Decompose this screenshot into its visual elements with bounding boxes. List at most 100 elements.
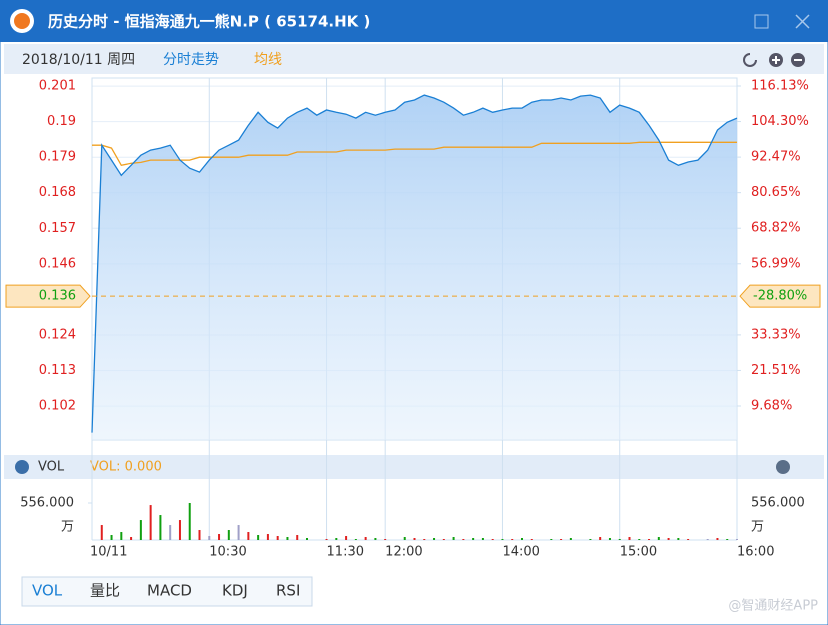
x-tick-label: 11:30 — [327, 545, 364, 560]
volume-bar — [139, 520, 142, 540]
app-icon-core — [14, 13, 30, 29]
price-area — [92, 95, 737, 440]
volume-bar — [618, 539, 621, 540]
volume-bar — [569, 538, 572, 540]
price-line — [91, 94, 738, 433]
title-bar — [0, 0, 828, 42]
volume-bar — [345, 536, 348, 540]
tab-kdj[interactable]: KDJ — [222, 582, 248, 600]
volume-bar — [178, 520, 181, 540]
y-tick-label: 0.157 — [39, 221, 76, 236]
volume-bar — [149, 505, 152, 540]
volume-tick-label: 556.000 — [20, 496, 74, 511]
y2-tick-label: 9.68% — [751, 399, 792, 414]
tab-average[interactable]: 均线 — [254, 52, 282, 68]
volume-bar — [276, 536, 279, 540]
date: 2018/10/11 周四 — [22, 52, 135, 68]
window-title: 历史分时 - 恒指海通九一熊N.P ( 65174.HK ) — [48, 13, 370, 31]
y-tick-label: 0.146 — [39, 256, 76, 271]
volume-tick-label-right: 556.000 — [751, 496, 805, 511]
volume-bar — [521, 538, 523, 540]
volume-header — [4, 455, 824, 479]
volume-bar — [530, 539, 533, 540]
volume-bar — [462, 539, 465, 540]
toolbar — [4, 44, 824, 74]
volume-bar — [130, 537, 133, 540]
change-label: -28.80% — [753, 289, 807, 304]
maximize-button[interactable] — [754, 14, 769, 29]
volume-bar — [169, 525, 172, 540]
volume-bar — [491, 539, 494, 540]
y-tick-label: 0.179 — [39, 150, 76, 165]
y-tick-label: 0.124 — [39, 327, 76, 342]
volume-bar — [677, 538, 680, 540]
volume-bar — [736, 539, 738, 540]
volume-bar — [266, 534, 269, 540]
volume-bar — [403, 537, 406, 540]
y2-tick-label: 116.13% — [751, 78, 809, 93]
volume-bar — [100, 525, 103, 540]
volume-bar — [550, 539, 553, 540]
volume-bar — [325, 539, 328, 540]
volume-bar — [687, 539, 690, 540]
volume-bar — [110, 535, 113, 540]
x-tick-label: 12:00 — [385, 545, 422, 560]
volume-bar — [423, 539, 426, 540]
y-tick-label: 0.19 — [47, 114, 76, 129]
volume-bar — [218, 534, 221, 540]
volume-bar — [716, 538, 719, 540]
y2-tick-label: 21.51% — [751, 363, 801, 378]
watermark: @智通财经APP — [728, 599, 818, 614]
volume-bar — [384, 539, 387, 540]
tab-vol[interactable]: VOL — [32, 582, 63, 600]
collapse-button[interactable] — [15, 460, 29, 474]
y-tick-label: 0.102 — [39, 399, 76, 414]
volume-bar — [481, 538, 484, 540]
volume-bar — [208, 536, 211, 540]
volume-bar — [648, 539, 651, 540]
volume-bar — [589, 539, 592, 540]
volume-bar — [413, 538, 416, 540]
y2-tick-label: 33.33% — [751, 327, 801, 342]
volume-bar — [726, 539, 729, 540]
close-volume-button[interactable] — [776, 460, 790, 474]
tab-intraday[interactable]: 分时走势 — [163, 52, 219, 68]
undo-button[interactable] — [743, 53, 757, 67]
volume-bar — [159, 515, 162, 540]
y2-tick-label: 56.99% — [751, 256, 801, 271]
volume-bar — [198, 530, 201, 540]
volume-bar — [296, 535, 299, 540]
average-line — [92, 141, 737, 167]
volume-bar — [442, 539, 445, 540]
volume-bar — [247, 532, 250, 540]
volume-bar — [257, 535, 260, 540]
volume-bar — [452, 537, 455, 540]
volume-bar — [374, 538, 377, 540]
volume-bar — [628, 537, 631, 540]
tab-volume-ratio[interactable]: 量比 — [90, 582, 120, 600]
tab-rsi[interactable]: RSI — [276, 582, 300, 600]
y2-tick-label: 104.30% — [751, 114, 809, 129]
volume-unit: 万 — [61, 520, 74, 535]
volume-bar — [120, 532, 123, 540]
x-tick-label: 14:00 — [502, 545, 539, 560]
volume-readout: VOL: 0.000 — [90, 460, 162, 475]
tab-macd[interactable]: MACD — [147, 582, 192, 600]
volume-bar — [511, 539, 514, 540]
y-tick-label: 0.201 — [39, 79, 76, 94]
volume-bar — [638, 539, 641, 540]
indicator-tabs: VOL 量比 MACD KDJ RSI — [21, 576, 313, 607]
volume-bar — [227, 530, 230, 540]
x-tick-label: 16:00 — [737, 545, 774, 560]
volume-bar — [286, 537, 289, 540]
volume-bar — [657, 537, 660, 540]
volume-bar — [188, 503, 191, 540]
close-button[interactable] — [795, 14, 810, 29]
volume-bar — [433, 538, 436, 540]
volume-bar — [237, 525, 240, 540]
volume-bar — [472, 538, 475, 540]
x-tick-label: 10:30 — [209, 545, 246, 560]
volume-title: VOL — [38, 460, 65, 475]
